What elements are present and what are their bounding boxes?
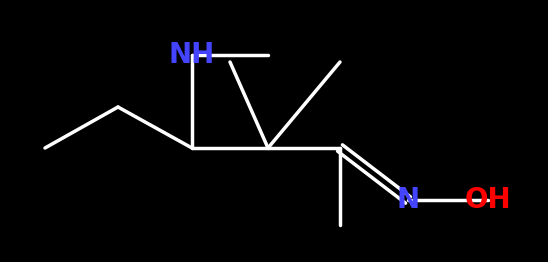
Text: NH: NH (169, 41, 215, 69)
Text: N: N (396, 186, 420, 214)
Text: OH: OH (465, 186, 511, 214)
